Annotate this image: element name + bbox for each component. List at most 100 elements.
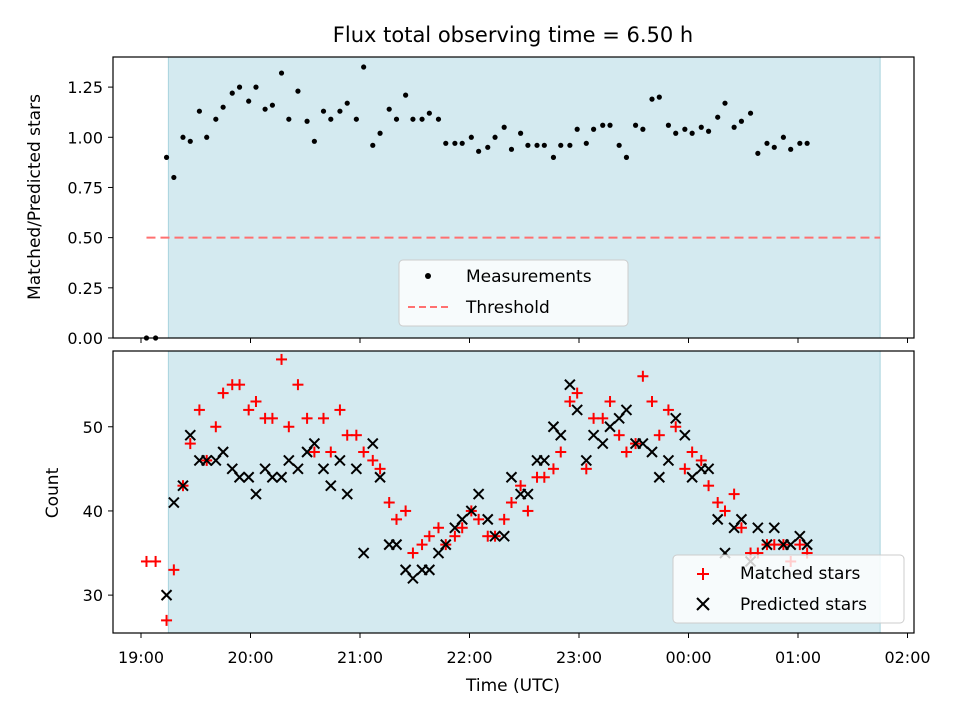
measurement-point — [665, 122, 672, 128]
predicted-star-point — [177, 479, 189, 492]
matched-star-point — [400, 505, 412, 517]
matched-star-point — [184, 438, 196, 450]
predicted-star-point — [184, 429, 196, 441]
matched-star-point — [597, 412, 609, 424]
matched-star-point — [505, 497, 517, 509]
measurement-point — [403, 92, 409, 98]
predicted-star-point — [761, 538, 773, 551]
predicted-star-point — [735, 513, 748, 526]
predicted-star-point — [168, 496, 180, 509]
legend-threshold-label: Threshold — [465, 298, 550, 318]
matched-star-point — [728, 488, 740, 500]
matched-star-point — [637, 370, 649, 382]
bottom-xtick-label: 22:00 — [446, 648, 492, 667]
predicted-star-point — [604, 421, 616, 433]
predicted-star-point — [580, 454, 593, 467]
predicted-star-point — [564, 378, 576, 391]
predicted-star-point — [423, 564, 436, 576]
predicted-star-point — [217, 446, 229, 458]
predicted-star-point — [250, 488, 262, 500]
predicted-star-point — [308, 437, 321, 450]
measurement-point — [419, 116, 425, 122]
top-yticks: 0.00 0.25 0.50 0.75 1.00 1.25 — [67, 78, 113, 348]
measurement-point — [295, 88, 301, 94]
matched-star-point — [604, 396, 616, 408]
measurement-point — [468, 134, 474, 140]
top-panel: Flux total observing time = 6.50 h 0.000… — [25, 23, 915, 348]
matched-star-point — [620, 446, 632, 458]
measurement-point — [541, 142, 547, 148]
measurement-point — [269, 102, 275, 108]
matched-star-point — [547, 463, 559, 475]
predicted-star-point — [538, 454, 551, 467]
top-frame — [112, 56, 915, 339]
measurement-point — [747, 110, 754, 116]
matched-star-point — [391, 513, 402, 525]
measurement-point — [435, 116, 442, 122]
measurement-point — [550, 154, 557, 160]
bottom-legend-box — [672, 554, 905, 624]
measurement-point — [600, 122, 606, 128]
measurement-point — [698, 124, 704, 130]
measurement-point — [534, 142, 540, 148]
matched-star-point — [416, 539, 428, 551]
measurement-point — [311, 138, 317, 144]
measurement-point — [459, 140, 465, 146]
predicted-star-point — [374, 471, 386, 483]
predicted-star-point — [784, 538, 797, 551]
top-ytick-label: 0.75 — [67, 178, 103, 197]
measurement-point — [353, 116, 359, 122]
matched-star-point — [266, 412, 278, 424]
bottom-predicted — [160, 378, 813, 601]
measurement-point — [715, 114, 721, 120]
top-ytick-label: 0.00 — [67, 329, 103, 348]
measurement-point — [229, 90, 235, 96]
top-title: Flux total observing time = 6.50 h — [333, 23, 693, 47]
matched-star-point — [515, 480, 527, 492]
matched-star-point — [473, 513, 485, 525]
measurement-point — [171, 174, 177, 181]
bottom-yticks: 30 40 50 — [83, 418, 113, 605]
bottom-xlabel: Time (UTC) — [465, 676, 560, 696]
measurement-point — [344, 100, 350, 106]
matched-star-point — [686, 446, 698, 458]
measurement-point — [682, 126, 688, 132]
measurement-point — [443, 140, 449, 146]
matched-star-point — [613, 429, 625, 441]
matched-star-point — [308, 446, 320, 458]
bottom-matched — [140, 353, 813, 626]
matched-star-point — [318, 412, 329, 424]
bottom-ylabel: Count — [43, 467, 63, 518]
bottom-xtick-label: 21:00 — [337, 648, 383, 667]
bottom-ytick-label: 40 — [83, 502, 103, 521]
matched-star-point — [217, 387, 229, 399]
bottom-xtick-label: 19:00 — [118, 648, 164, 667]
measurement-point — [705, 128, 712, 134]
matched-star-point — [350, 429, 362, 441]
measurement-point — [253, 84, 259, 90]
predicted-star-point — [768, 522, 780, 534]
measurement-point — [722, 100, 728, 106]
top-xticks — [140, 338, 908, 343]
measurement-point — [361, 64, 367, 70]
predicted-star-point — [266, 471, 279, 483]
matched-star-point — [292, 379, 304, 391]
measurement-point — [755, 150, 761, 156]
matched-star-point — [679, 463, 691, 475]
predicted-star-point — [679, 429, 691, 441]
predicted-star-point — [465, 505, 478, 517]
measurement-point — [236, 84, 243, 90]
bottom-xtick-label: 01:00 — [775, 648, 821, 667]
bottom-xtick-label: 00:00 — [665, 648, 711, 667]
predicted-star-point — [407, 572, 419, 584]
predicted-star-point — [317, 463, 330, 475]
measurement-point — [525, 142, 531, 148]
predicted-star-point — [662, 454, 675, 467]
predicted-star-point — [752, 522, 764, 534]
legend-matched-marker — [697, 568, 709, 580]
measurement-point — [731, 124, 737, 130]
predicted-star-point — [646, 446, 658, 458]
measurement-point — [616, 142, 622, 148]
predicted-star-point — [292, 463, 304, 475]
top-ylabel: Matched/Predicted stars — [25, 94, 45, 300]
